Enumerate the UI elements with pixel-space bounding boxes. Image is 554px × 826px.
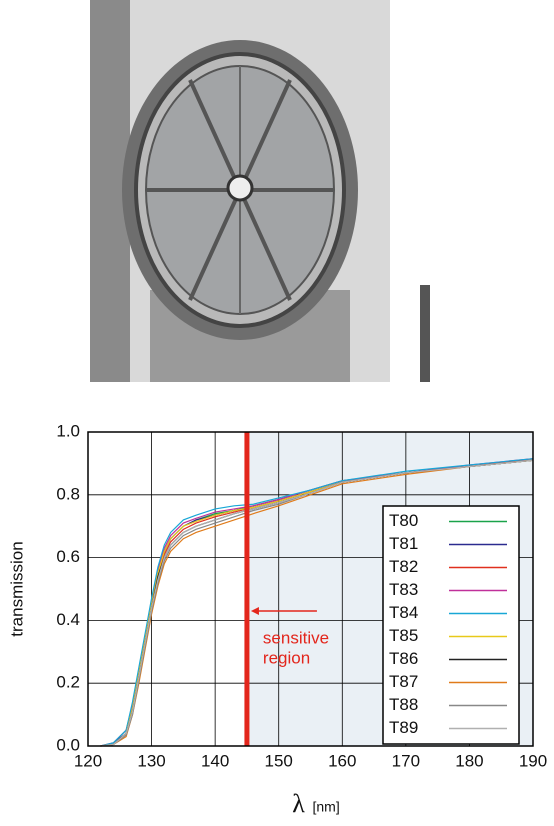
annotation-arrowhead (250, 606, 259, 615)
series-line (100, 458, 534, 747)
legend-label: T87 (389, 672, 418, 691)
x-tick-label: 180 (455, 751, 483, 770)
annotation: region (263, 648, 310, 667)
legend-label: T89 (389, 718, 418, 737)
legend-label: T84 (389, 603, 418, 622)
y-tick-label: 0.0 (56, 735, 80, 754)
legend-label: T81 (389, 534, 418, 553)
x-tick-label: 150 (265, 751, 293, 770)
y-tick-label: 1.0 (56, 421, 80, 440)
plot-frame (87, 431, 534, 747)
x-tick-label: 160 (328, 751, 356, 770)
legend-label: T82 (389, 557, 418, 576)
y-tick-label: 0.2 (56, 673, 80, 692)
x-tick-label: 190 (519, 751, 547, 770)
series-line (100, 459, 534, 747)
x-tick-label: 170 (392, 751, 420, 770)
legend-label: T80 (389, 511, 418, 530)
legend-label: T83 (389, 580, 418, 599)
y-tick-label: 0.6 (56, 547, 80, 566)
x-tick-label: 140 (201, 751, 229, 770)
legend-label: T88 (389, 695, 418, 714)
annotation: sensitive (263, 628, 329, 647)
x-axis-unit: [nm] (313, 799, 340, 815)
legend-label: T86 (389, 649, 418, 668)
y-tick-label: 0.4 (56, 610, 80, 629)
y-axis-label: transmission (7, 541, 26, 636)
x-tick-label: 120 (74, 751, 102, 770)
legend-label: T85 (389, 626, 418, 645)
x-tick-label: 130 (137, 751, 165, 770)
legend-box (382, 505, 520, 745)
y-tick-label: 0.8 (56, 484, 80, 503)
x-axis-label: λ (292, 789, 305, 818)
photo (90, 0, 430, 382)
